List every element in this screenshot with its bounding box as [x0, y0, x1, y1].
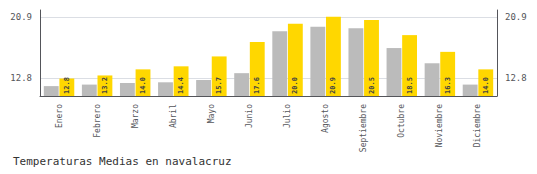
svg-text:Abril: Abril [169, 104, 178, 128]
svg-text:Mayo: Mayo [207, 104, 216, 123]
svg-text:20.0: 20.0 [291, 77, 299, 94]
svg-text:15.7: 15.7 [215, 77, 223, 94]
svg-text:12.8: 12.8 [10, 73, 32, 83]
svg-text:Marzo: Marzo [131, 104, 140, 128]
svg-text:Febrero: Febrero [93, 104, 102, 138]
svg-text:Diciembre: Diciembre [473, 104, 482, 148]
svg-text:14.0: 14.0 [482, 77, 490, 94]
svg-text:16.3: 16.3 [444, 77, 452, 94]
svg-text:20.9: 20.9 [10, 12, 32, 22]
svg-text:20.5: 20.5 [368, 77, 376, 94]
svg-text:18.5: 18.5 [406, 77, 414, 94]
svg-text:13.2: 13.2 [101, 77, 109, 94]
svg-text:Enero: Enero [55, 104, 64, 128]
svg-text:12.8: 12.8 [63, 77, 71, 94]
svg-text:14.0: 14.0 [139, 77, 147, 94]
svg-text:14.4: 14.4 [177, 77, 185, 94]
svg-text:Temperaturas Medias en navalac: Temperaturas Medias en navalacruz [13, 155, 232, 168]
svg-text:Noviembre: Noviembre [435, 104, 444, 148]
svg-text:20.9: 20.9 [505, 12, 527, 22]
svg-text:Octubre: Octubre [397, 104, 406, 138]
svg-text:Septiembre: Septiembre [359, 104, 368, 152]
svg-text:Junio: Junio [245, 104, 254, 128]
svg-text:Julio: Julio [283, 104, 292, 128]
svg-text:17.6: 17.6 [253, 77, 261, 94]
svg-text:Agosto: Agosto [321, 104, 330, 133]
svg-text:12.8: 12.8 [505, 73, 527, 83]
svg-text:20.9: 20.9 [329, 77, 337, 94]
